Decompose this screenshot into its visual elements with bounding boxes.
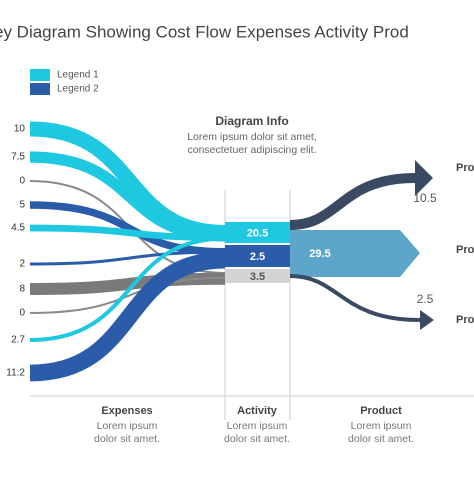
expense-flow <box>29 276 226 314</box>
expense-value: 4.5 <box>11 223 25 234</box>
legend-swatch <box>30 69 50 81</box>
section-text: dolor sit amet. <box>94 433 160 445</box>
section-title: Activity <box>237 405 278 417</box>
product-value: 29.5 <box>309 248 330 260</box>
product-label: Pro <box>456 314 474 326</box>
section-text: dolor sit amet. <box>224 433 290 445</box>
product-label: Pro <box>456 244 474 256</box>
legend-label: Legend 2 <box>57 84 99 95</box>
expense-value: 5 <box>19 200 25 211</box>
expense-value: 11.2 <box>6 368 25 379</box>
expense-value: 8 <box>19 284 25 295</box>
activity-value: 3.5 <box>250 271 265 283</box>
expense-value: 0 <box>19 176 25 187</box>
output-flow <box>289 274 421 322</box>
expense-flow <box>29 224 226 241</box>
activity-block <box>225 245 290 267</box>
output-value: 2.5 <box>417 292 434 306</box>
expense-value: 2.7 <box>11 335 25 346</box>
expense-value: 2 <box>19 259 25 270</box>
product-label: Pro <box>456 162 474 174</box>
activity-block <box>225 222 290 243</box>
section-text: Lorem ipsum <box>351 420 412 432</box>
info-heading: Diagram Info <box>215 114 288 128</box>
expense-flow <box>29 272 226 295</box>
expense-flow <box>29 251 226 382</box>
activity-value: 2.5 <box>250 251 265 263</box>
expense-flow <box>29 201 226 256</box>
expense-value: 10 <box>14 124 26 135</box>
section-title: Product <box>360 405 402 417</box>
activity-block <box>225 269 290 283</box>
expense-value: 7.5 <box>11 152 25 163</box>
legend-swatch <box>30 83 50 95</box>
title: ey Diagram Showing Cost Flow Expenses Ac… <box>0 22 409 41</box>
arrow-head <box>420 310 434 330</box>
output-flow <box>289 173 416 230</box>
expense-flow <box>29 250 226 266</box>
activity-value: 20.5 <box>247 227 268 239</box>
arrow-head <box>415 160 433 196</box>
section-text: dolor sit amet. <box>348 433 414 445</box>
expense-value: 0 <box>19 308 25 319</box>
section-text: Lorem ipsum <box>227 420 288 432</box>
legend-label: Legend 1 <box>57 70 99 81</box>
info-text: Lorem ipsum dolor sit amet, <box>187 131 317 143</box>
output-value: 10.5 <box>413 191 437 205</box>
section-title: Expenses <box>101 405 152 417</box>
section-text: Lorem ipsum <box>97 420 158 432</box>
expense-flow <box>29 151 226 242</box>
info-text: consectetuer adipiscing elit. <box>188 144 317 156</box>
expense-flow <box>29 236 226 343</box>
product-arrow <box>290 230 420 277</box>
